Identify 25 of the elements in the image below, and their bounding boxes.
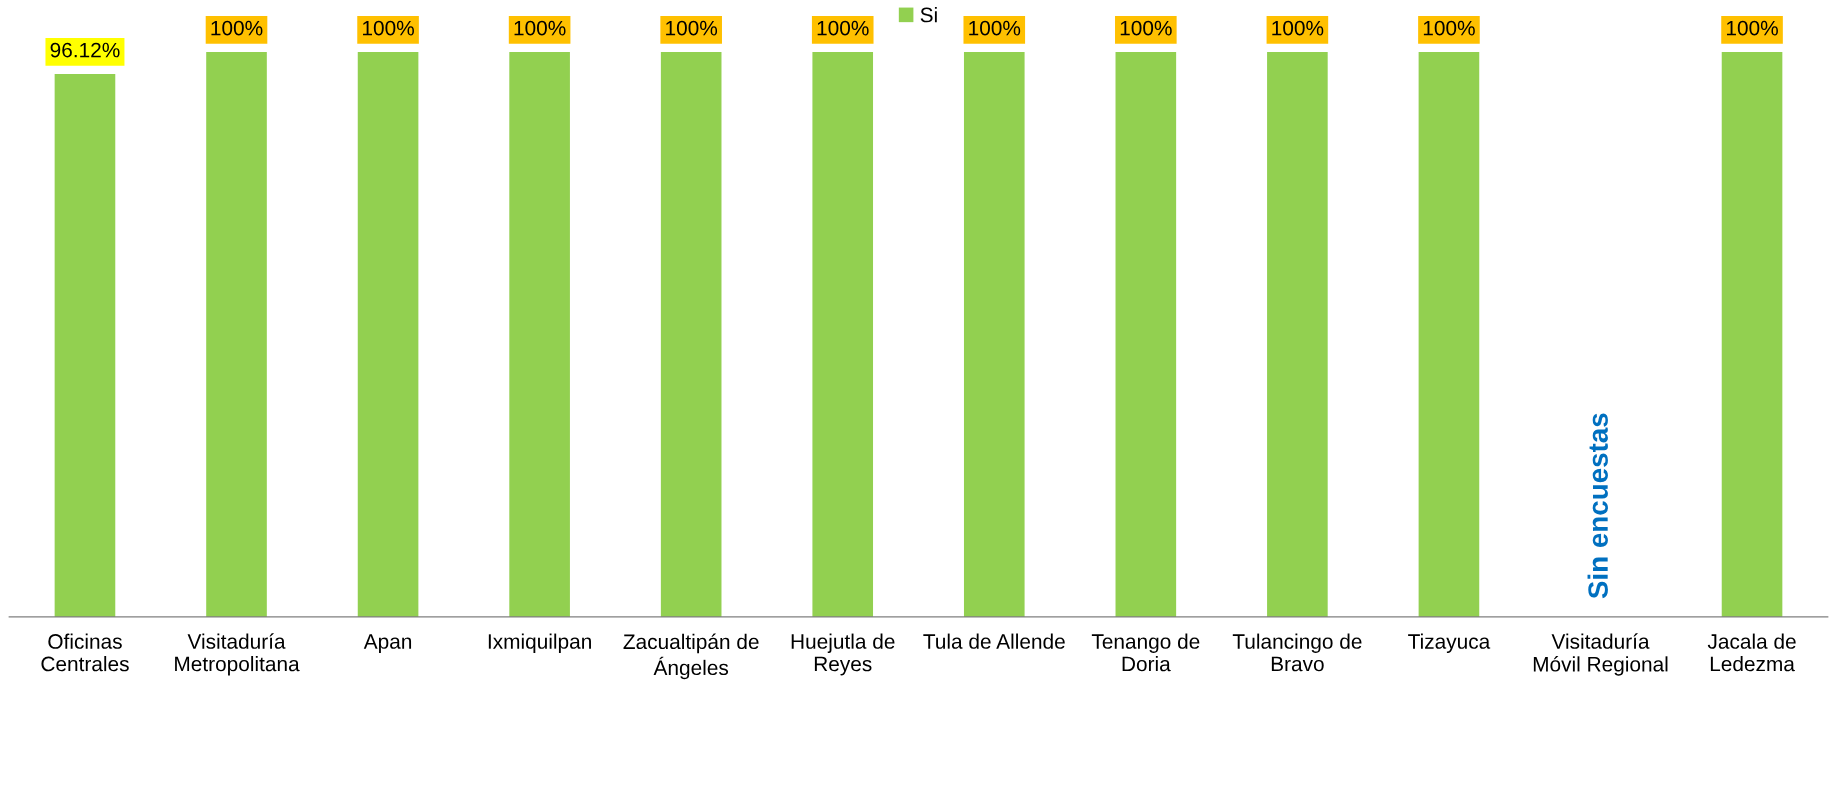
data-label: 100% bbox=[1423, 20, 1475, 36]
data-label: 100% bbox=[817, 20, 869, 36]
data-label: 100% bbox=[969, 20, 1021, 36]
data-label: 100% bbox=[514, 20, 566, 36]
legend-label: Si bbox=[920, 7, 937, 23]
x-tick-label: Zacualtipán de Ángeles bbox=[623, 633, 759, 680]
data-label: 96.12% bbox=[50, 42, 120, 58]
x-tick-label: Huejutla de Reyes bbox=[791, 633, 895, 676]
x-tick-label: Oficinas Centrales bbox=[41, 633, 129, 672]
data-label: 100% bbox=[1272, 20, 1324, 36]
x-tick-label: Tulancingo de Bravo bbox=[1232, 633, 1362, 672]
x-tick-label: Tula de Allende bbox=[923, 633, 1065, 649]
x-tick-label: Jacala de Ledezma bbox=[1707, 633, 1796, 672]
x-tick-label: Tenango de Doria bbox=[1091, 633, 1200, 672]
x-tick-label: Ixmiquilpan bbox=[488, 633, 591, 653]
data-label: 100% bbox=[1726, 20, 1778, 36]
x-tick-label: Apan bbox=[363, 634, 412, 653]
data-label: 100% bbox=[666, 20, 718, 36]
x-tick-label: Tizayuca bbox=[1408, 633, 1491, 653]
data-label: 100% bbox=[363, 20, 414, 36]
x-tick-label: Visitaduría Metropolitana bbox=[175, 633, 300, 676]
x-tick-label: Visitaduría Móvil Regional bbox=[1533, 633, 1668, 676]
annotation: Sin encuestas bbox=[1587, 413, 1608, 599]
data-label: 100% bbox=[1120, 20, 1172, 36]
data-label: 100% bbox=[211, 20, 263, 36]
